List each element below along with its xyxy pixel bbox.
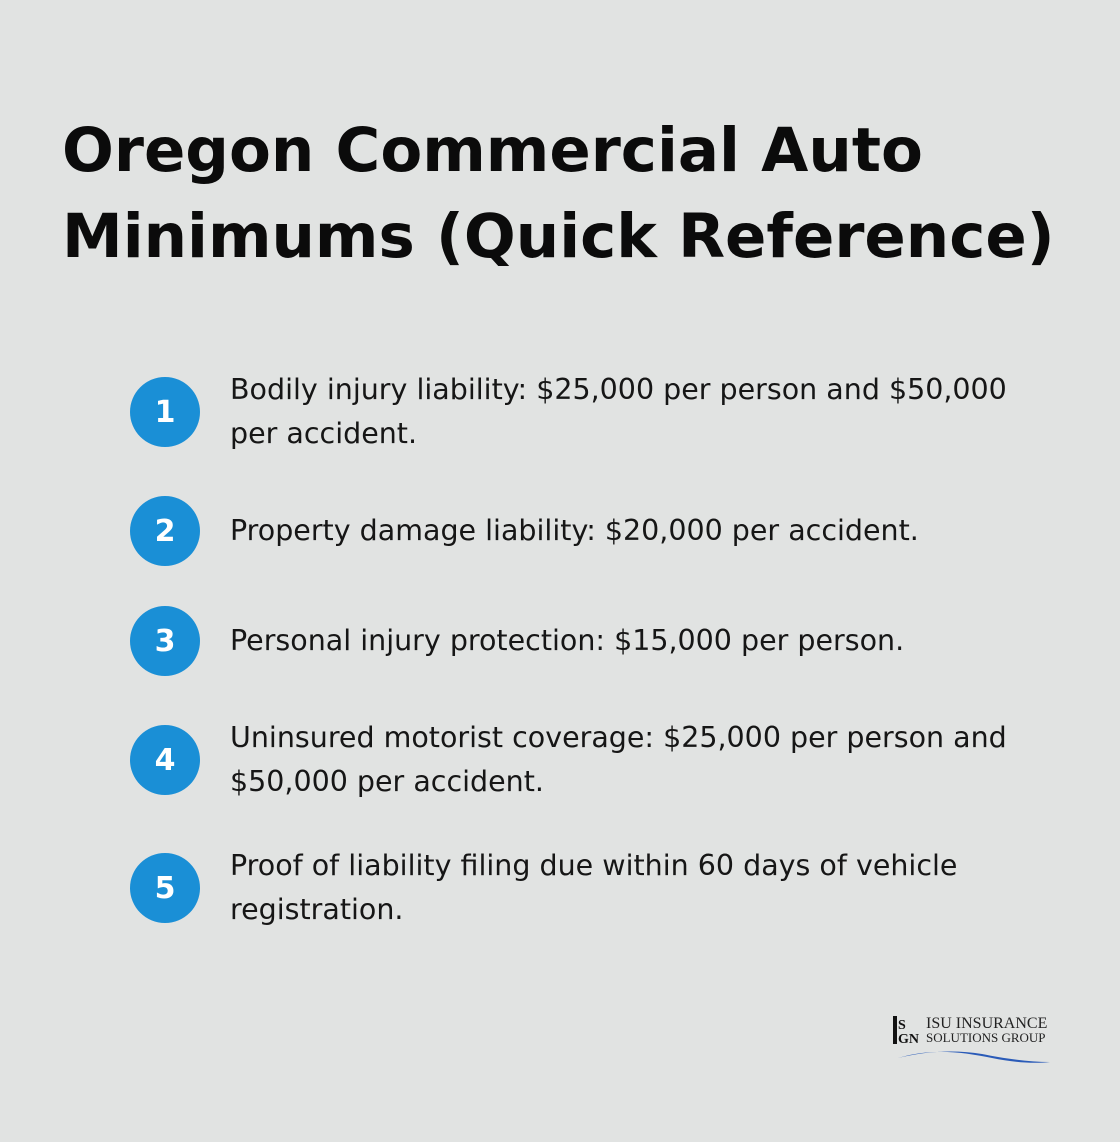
company-logo: S GN ISU INSURANCE SOLUTIONS GROUP	[893, 1015, 1050, 1063]
svg-text:GN: GN	[898, 1032, 919, 1047]
number-badge: 3	[130, 606, 200, 676]
list-item: 4 Uninsured motorist coverage: $25,000 p…	[130, 716, 1050, 804]
logo-swoosh	[898, 1051, 1050, 1063]
svg-text:S: S	[898, 1018, 906, 1033]
list-item: 1 Bodily injury liability: $25,000 per p…	[130, 368, 1050, 456]
item-text: Bodily injury liability: $25,000 per per…	[230, 373, 1007, 450]
item-text: Uninsured motorist coverage: $25,000 per…	[230, 721, 1007, 798]
list-item: 5 Proof of liability filing due within 6…	[130, 844, 1050, 932]
number-badge: 5	[130, 853, 200, 923]
item-text: Personal injury protection: $15,000 per …	[230, 624, 905, 657]
list-item: 2 Property damage liability: $20,000 per…	[130, 496, 1050, 566]
number-badge: 4	[130, 725, 200, 795]
item-text: Property damage liability: $20,000 per a…	[230, 514, 919, 547]
logo-line2: SOLUTIONS GROUP	[926, 1030, 1046, 1045]
item-text: Proof of liability filing due within 60 …	[230, 849, 958, 926]
logo-mark: S GN	[893, 1016, 919, 1047]
logo-line1: ISU INSURANCE	[926, 1015, 1047, 1032]
number-badge: 2	[130, 496, 200, 566]
list-item: 3 Personal injury protection: $15,000 pe…	[130, 606, 1050, 676]
number-badge: 1	[130, 377, 200, 447]
page-title: Oregon Commercial Auto Minimums (Quick R…	[62, 115, 1055, 272]
